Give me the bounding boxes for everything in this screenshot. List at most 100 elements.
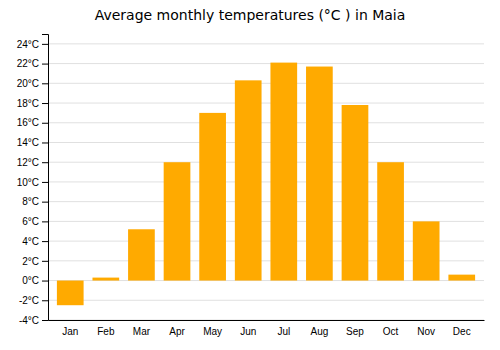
x-tick: Nov xyxy=(417,326,435,337)
tick-label: Jun xyxy=(240,326,256,337)
bar xyxy=(270,63,297,281)
tick-label: 20°C xyxy=(17,78,39,89)
y-tick: 6°C xyxy=(22,216,48,227)
grid-line xyxy=(48,162,484,163)
y-tick: 8°C xyxy=(22,196,48,207)
tick-label: 2°C xyxy=(22,256,39,267)
tick-mark xyxy=(42,162,48,163)
tick-mark xyxy=(42,83,48,84)
tick-mark xyxy=(42,300,48,301)
tick-label: 14°C xyxy=(17,137,39,148)
y-tick: 14°C xyxy=(17,137,48,148)
tick-mark xyxy=(42,221,48,222)
x-tick: Oct xyxy=(383,326,399,337)
x-tick: Aug xyxy=(310,326,328,337)
grid-line xyxy=(48,300,484,301)
tick-mark xyxy=(42,241,48,242)
bar xyxy=(164,162,191,280)
tick-label: -2°C xyxy=(19,295,39,306)
tick-mark xyxy=(42,182,48,183)
grid-line xyxy=(48,63,484,64)
x-axis: Jan Feb Mar Apr May Jun Jul Aug Sep Oct Nov Dec xyxy=(49,321,485,338)
tick-mark xyxy=(42,123,48,124)
tick-label: Nov xyxy=(417,326,435,337)
grid-line xyxy=(48,83,484,84)
tick-label: Aug xyxy=(310,326,328,337)
tick-label: 12°C xyxy=(17,157,39,168)
grid xyxy=(48,44,484,320)
x-tick: Feb xyxy=(97,326,115,337)
grid-line xyxy=(48,122,484,123)
bar xyxy=(377,162,404,280)
tick-label: -4°C xyxy=(19,315,39,326)
x-tick: Mar xyxy=(133,326,151,337)
bar xyxy=(199,113,226,281)
tick-label: May xyxy=(203,326,222,337)
axis-line xyxy=(42,35,49,321)
tick-label: Sep xyxy=(346,326,364,337)
chart: Average monthly temperatures (°C ) in Ma… xyxy=(0,0,500,350)
grid-line xyxy=(48,43,484,44)
tick-label: 8°C xyxy=(22,196,39,207)
y-tick: 2°C xyxy=(22,256,48,267)
x-tick: Sep xyxy=(346,326,364,337)
tick-label: 6°C xyxy=(22,216,39,227)
title: Average monthly temperatures (°C ) in Ma… xyxy=(95,7,406,23)
y-tick: 10°C xyxy=(17,177,48,188)
bar xyxy=(342,105,369,281)
grid-line xyxy=(48,103,484,104)
x-tick: Jan xyxy=(62,326,78,337)
y-tick: 20°C xyxy=(17,78,48,89)
y-tick: -2°C xyxy=(19,295,48,306)
x-tick: Dec xyxy=(453,326,471,337)
x-tick: Jul xyxy=(277,326,290,337)
bar xyxy=(92,278,119,281)
tick-label: 16°C xyxy=(17,117,39,128)
bars xyxy=(57,63,475,306)
tick-mark xyxy=(42,142,48,143)
grid-line xyxy=(48,142,484,143)
tick-label: Jan xyxy=(62,326,78,337)
tick-mark xyxy=(42,44,48,45)
bar xyxy=(128,229,155,280)
tick-label: 0°C xyxy=(22,275,39,286)
bar xyxy=(57,281,84,306)
grid-line xyxy=(48,320,484,321)
plot: -4°C -2°C 0°C 2°C 4°C 6°C 8°C 10°C 12°C 14°C 16°C 1… xyxy=(17,35,485,338)
tick-mark xyxy=(42,202,48,203)
bar xyxy=(306,67,333,281)
y-tick: 18°C xyxy=(17,98,48,109)
tick-label: 18°C xyxy=(17,98,39,109)
tick-label: Apr xyxy=(169,326,185,337)
bar xyxy=(413,221,440,280)
y-axis: -4°C -2°C 0°C 2°C 4°C 6°C 8°C 10°C 12°C 14°C 16°C 1… xyxy=(17,35,49,326)
tick-label: 24°C xyxy=(17,39,39,50)
tick-label: 10°C xyxy=(17,177,39,188)
tick-label: Dec xyxy=(453,326,471,337)
tick-label: Jul xyxy=(277,326,290,337)
y-tick: 12°C xyxy=(17,157,48,168)
tick-mark xyxy=(42,103,48,104)
grid-line xyxy=(48,201,484,202)
x-tick: May xyxy=(203,326,222,337)
y-tick: 0°C xyxy=(22,275,48,286)
y-tick: -4°C xyxy=(19,315,48,326)
tick-label: 22°C xyxy=(17,58,39,69)
tick-mark xyxy=(42,261,48,262)
tick-mark xyxy=(42,64,48,65)
x-tick: Apr xyxy=(169,326,185,337)
tick-mark xyxy=(42,320,48,321)
bar xyxy=(235,80,262,280)
axis-line xyxy=(49,320,485,321)
y-tick: 24°C xyxy=(17,39,48,50)
y-tick: 22°C xyxy=(17,58,48,69)
tick-label: Oct xyxy=(383,326,399,337)
tick-label: 4°C xyxy=(22,236,39,247)
x-tick: Jun xyxy=(240,326,256,337)
tick-mark xyxy=(42,281,48,282)
tick-label: Feb xyxy=(97,326,115,337)
y-tick: 16°C xyxy=(17,117,48,128)
y-tick: 4°C xyxy=(22,236,48,247)
grid-line xyxy=(48,181,484,182)
tick-label: Mar xyxy=(133,326,151,337)
